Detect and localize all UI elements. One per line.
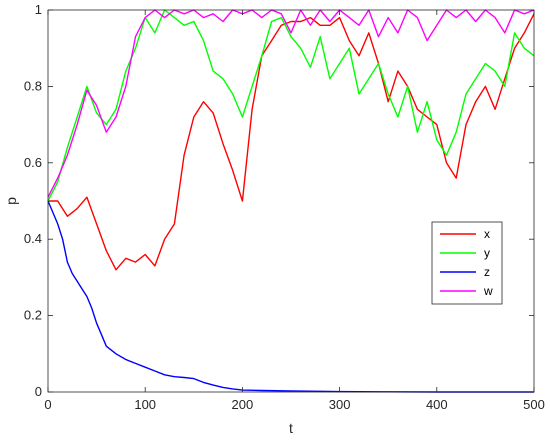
legend-label-x: x [484, 227, 490, 241]
x-tick-label: 400 [426, 397, 448, 412]
series-line-x [48, 13, 535, 271]
plot-background [48, 10, 534, 392]
y-tick-label: 1 [35, 2, 42, 17]
x-tick-label: 200 [232, 397, 254, 412]
x-tick-label: 100 [134, 397, 156, 412]
y-tick-label: 0.2 [24, 308, 42, 323]
series-line-z [47, 200, 534, 393]
y-tick-label: 0 [35, 384, 42, 399]
y-tick-label: 0.8 [24, 78, 42, 93]
x-tick-label: 0 [44, 397, 51, 412]
y-tick-label: 0.6 [24, 155, 42, 170]
series-line-w [47, 9, 535, 198]
legend-label-z: z [484, 265, 490, 279]
y-tick-label: 0.4 [24, 231, 42, 246]
x-axis-label: t [289, 420, 293, 436]
legend-label-w: w [483, 284, 493, 298]
x-tick-label: 300 [329, 397, 351, 412]
axes: 0 100 200 300 400 500 0 0.2 0.4 0.6 0.8 1 [24, 2, 545, 412]
legend-label-y: y [484, 246, 490, 260]
x-tick-label: 500 [523, 397, 545, 412]
series-line-y [47, 9, 535, 202]
y-axis-label: p [3, 197, 19, 205]
plot-area [47, 9, 535, 393]
axes-frame [47, 9, 535, 393]
